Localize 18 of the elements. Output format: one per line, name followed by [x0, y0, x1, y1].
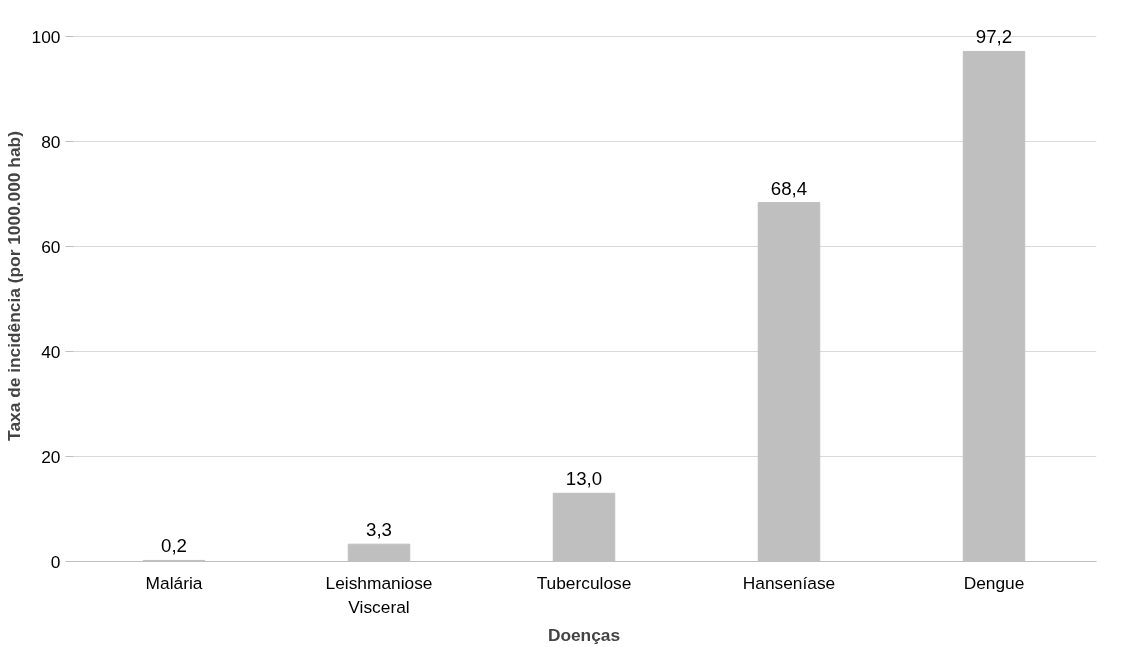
data-label: 13,0	[565, 468, 603, 490]
y-axis-title: Taxa de incidência (por 1000.000 hab)	[3, 131, 24, 441]
x-tick-label: Malária	[145, 572, 203, 593]
y-tick-label: 20	[41, 446, 61, 467]
y-tick-label: 40	[41, 341, 61, 362]
x-tick-label: Leishmaniose Visceral	[325, 572, 433, 617]
x-tick-label: Tuberculose	[536, 572, 632, 593]
y-tick-label: 60	[41, 236, 61, 257]
y-tick-label: 80	[41, 131, 61, 152]
data-label: 68,4	[770, 177, 808, 199]
x-axis-title: Doenças	[547, 624, 621, 645]
x-tick-label: Hanseníase	[742, 572, 836, 593]
x-tick-label: Dengue	[963, 572, 1025, 593]
y-tick-label: 0	[50, 551, 61, 572]
data-label: 97,2	[975, 26, 1013, 48]
data-label: 3,3	[366, 519, 392, 541]
y-tick-label: 100	[31, 26, 61, 47]
data-label: 0,2	[161, 535, 187, 557]
